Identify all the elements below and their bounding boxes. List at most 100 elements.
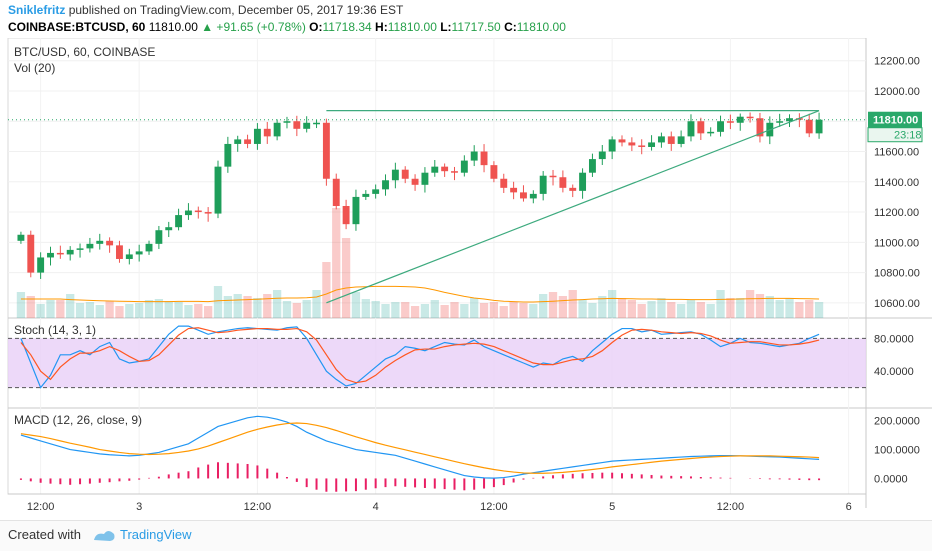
chart-header: Sniklefritz published on TradingView.com… [0, 0, 932, 36]
candle-body [628, 142, 636, 146]
candle-body [786, 118, 793, 122]
candle-body [667, 136, 675, 144]
volume-bar [440, 305, 449, 318]
volume-bar [775, 300, 784, 318]
candle-body [460, 160, 468, 173]
candle-body [549, 175, 557, 178]
volume-bar [105, 301, 114, 318]
tradingview-brand-link[interactable]: TradingView [120, 527, 192, 542]
volume-bar [696, 302, 705, 318]
candle-body [579, 172, 587, 191]
volume-bar [795, 302, 804, 318]
macd-line [20, 415, 820, 479]
volume-bar [302, 300, 311, 318]
volume-bar [95, 305, 104, 318]
tradingview-logo-icon [94, 531, 115, 541]
candle-body [332, 178, 340, 206]
volume-bar [548, 292, 558, 318]
volume-bar [174, 302, 183, 318]
candle-body [155, 230, 163, 244]
x-tick-label: 5 [609, 501, 615, 513]
stoch-tick-label: 80.0000 [874, 333, 914, 345]
candle-body [697, 121, 705, 134]
x-tick-label: 4 [373, 501, 379, 513]
candle-body [106, 240, 114, 246]
candle-body [539, 175, 547, 194]
candle-body [520, 192, 527, 199]
candle-body [66, 249, 74, 255]
candle-body [175, 215, 183, 228]
chart-canvas[interactable]: 12200.0012000.0011800.0011600.0011400.00… [0, 38, 932, 520]
volume-bar [519, 303, 528, 318]
candle-body [372, 189, 380, 194]
price-tick-label: 10800.00 [874, 268, 920, 280]
candle-body [726, 121, 734, 123]
stoch-pane-title: Stoch (14, 3, 1) [14, 323, 96, 337]
price-tick-label: 11000.00 [874, 237, 919, 249]
volume-bar [361, 299, 370, 318]
volume-bar [410, 306, 420, 318]
author-link[interactable]: Sniklefritz [8, 3, 66, 17]
volume-bar [736, 298, 745, 318]
candle-body [253, 128, 261, 144]
volume-bar [253, 298, 262, 318]
candle-body [529, 193, 537, 199]
close-label: C: [504, 20, 517, 34]
volume-bar [726, 298, 735, 318]
macd-tick-label: 0.0000 [874, 473, 908, 485]
x-tick-label: 12:00 [717, 501, 745, 513]
x-tick-label: 3 [136, 501, 142, 513]
volume-bar [706, 304, 715, 318]
current-price: 11810.00 [148, 20, 198, 34]
candle-body [451, 171, 458, 173]
candle-body [234, 139, 242, 144]
candle-body [431, 166, 439, 173]
candle-body [421, 172, 429, 185]
candle-body [391, 169, 399, 181]
close-value: 11810.00 [516, 20, 566, 34]
footer-bar: Created with TradingView [0, 520, 932, 551]
candle-body [184, 210, 192, 216]
volume-bar [223, 296, 232, 318]
last-price-label: 11810.00 [873, 115, 918, 127]
low-value: 11717.50 [451, 20, 501, 34]
volume-bar [351, 292, 361, 318]
volume-bar [292, 303, 301, 318]
volume-bar [460, 304, 469, 318]
volume-bar [135, 303, 144, 318]
volume-bar [194, 304, 203, 318]
candle-body [559, 177, 567, 188]
volume-bar [154, 299, 164, 318]
volume-bar [755, 294, 765, 318]
volume-bar [588, 303, 597, 318]
macd-tick-label: 100.0000 [874, 445, 920, 457]
candle-body [687, 121, 695, 137]
volume-bar [785, 298, 794, 318]
volume-bar [66, 294, 75, 318]
created-with-text: Created with [8, 527, 81, 542]
stoch-d-line [20, 327, 820, 384]
candle-body [441, 166, 449, 172]
candle-body [145, 243, 153, 252]
x-tick-label: 12:00 [244, 501, 272, 513]
volume-bar [608, 290, 617, 318]
volume-bar [391, 302, 400, 318]
candle-body [313, 122, 320, 125]
candle-body [362, 193, 370, 197]
volume-bar [272, 290, 282, 318]
candle-body [76, 248, 84, 250]
countdown-label: 23:18 [894, 130, 922, 142]
symbol-label: COINBASE:BTCUSD, 60 [8, 20, 146, 34]
volume-bar [745, 290, 755, 318]
candle-body [214, 166, 222, 214]
volume-bar [312, 290, 321, 318]
candle-body [618, 139, 626, 143]
volume-bar [814, 302, 824, 318]
candle-body [244, 139, 252, 144]
candle-body [224, 143, 232, 167]
volume-bar [657, 298, 666, 318]
volume-bar [479, 303, 489, 318]
candle-body [677, 136, 685, 144]
volume-bar [617, 298, 627, 318]
volume-bar [676, 304, 686, 318]
